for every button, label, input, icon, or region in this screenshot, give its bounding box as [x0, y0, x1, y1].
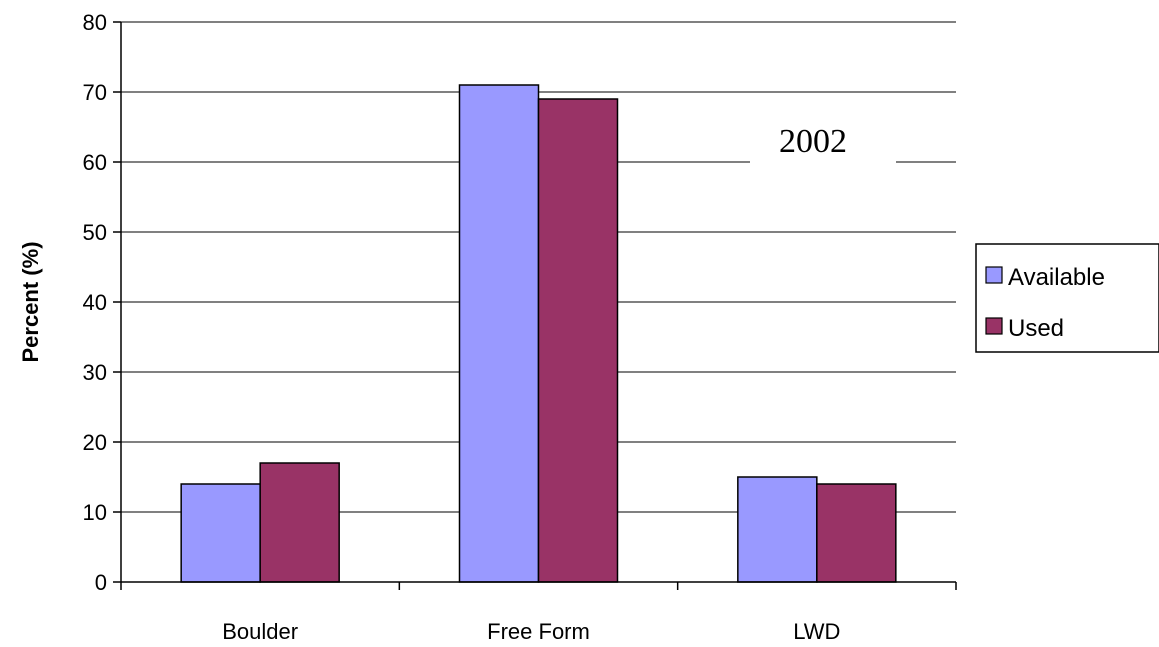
y-tick-label: 40	[83, 290, 107, 315]
y-tick-label: 10	[83, 500, 107, 525]
legend-label-available: Available	[1008, 264, 1105, 291]
year-annotation: 2002	[779, 123, 847, 160]
y-tick-label: 0	[95, 570, 107, 595]
x-tick-label: LWD	[793, 619, 840, 644]
x-tick-label: Boulder	[222, 619, 298, 644]
y-ticks: 0 10 20 30 40 50 60 70 80	[83, 10, 121, 595]
y-axis-label: Percent (%)	[18, 241, 43, 362]
bar-available-boulder	[180, 483, 261, 583]
legend-label-used: Used	[1008, 315, 1064, 342]
bar-available-free-form	[458, 84, 540, 583]
y-tick-label: 80	[83, 10, 107, 35]
y-tick-label: 30	[83, 360, 107, 385]
legend-swatch-available	[985, 266, 1003, 284]
x-ticks: Boulder Free Form LWD	[120, 582, 957, 644]
legend-box	[975, 243, 1159, 353]
x-tick-label: Free Form	[487, 619, 590, 644]
bar-used-free-form	[537, 98, 619, 583]
legend-swatch-used	[985, 317, 1003, 335]
bar-used-boulder	[259, 462, 340, 583]
y-tick-label: 70	[83, 80, 107, 105]
bars	[180, 84, 897, 583]
annotation-background	[750, 118, 896, 166]
y-tick-label: 20	[83, 430, 107, 455]
legend: Available Used	[975, 243, 1159, 353]
y-tick-label: 50	[83, 220, 107, 245]
bar-available-lwd	[737, 476, 818, 583]
bar-used-lwd	[816, 483, 897, 583]
y-tick-label: 60	[83, 150, 107, 175]
